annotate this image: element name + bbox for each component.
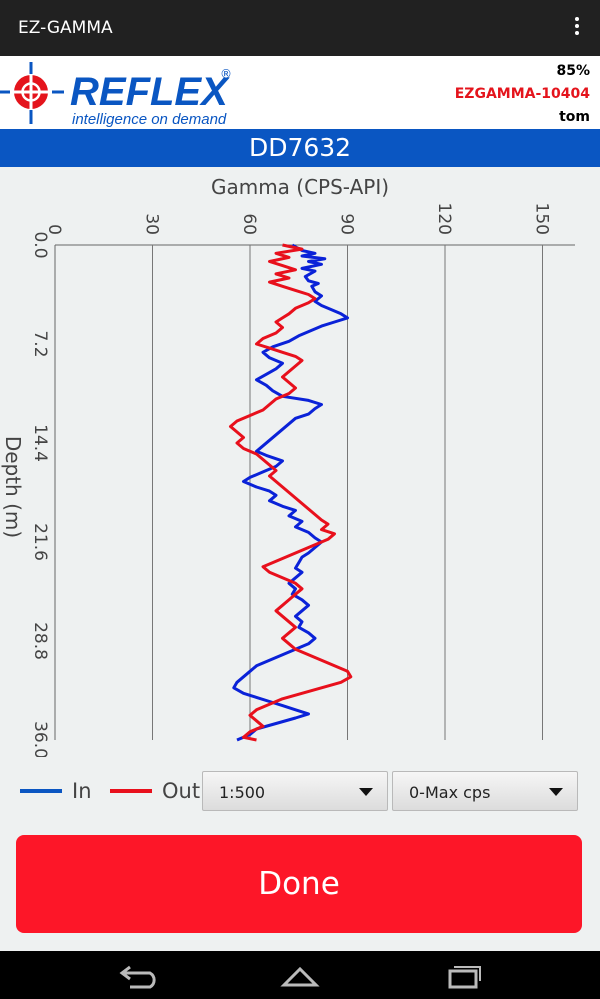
- action-bar: EZ-GAMMA: [0, 0, 600, 56]
- x-tick-label: 30: [142, 213, 162, 235]
- header: REFLEX ® intelligence on demand 85% EZGA…: [0, 56, 600, 129]
- brand-text: REFLEX: [70, 70, 230, 114]
- reflex-logo: REFLEX ® intelligence on demand: [0, 56, 232, 129]
- legend-in-swatch: [20, 789, 62, 793]
- done-button[interactable]: Done: [16, 835, 582, 933]
- legend-in-label: In: [72, 779, 92, 803]
- back-icon[interactable]: [108, 959, 168, 991]
- tagline-text: intelligence on demand: [72, 111, 227, 128]
- series-line-in: [232, 243, 349, 742]
- legend-out-label: Out: [162, 779, 201, 803]
- chart-grid: [54, 244, 575, 740]
- chart-ticks: 0 30 60 90 120 150 0.0 7.2 14.4 21.6 28.8 36.0: [30, 203, 552, 757]
- hole-id-bar: DD7632: [0, 129, 600, 167]
- scale-select-value: 1:500: [219, 783, 266, 802]
- overflow-menu-icon[interactable]: [572, 14, 582, 42]
- scale-select[interactable]: 1:500: [202, 771, 388, 811]
- recent-apps-icon[interactable]: [432, 959, 492, 991]
- chart-controls: In Out 1:500 0-Max cps: [0, 768, 600, 814]
- legend-out-swatch: [110, 789, 152, 793]
- user-name: tom: [559, 109, 590, 125]
- y-tick-label: 7.2: [30, 330, 50, 357]
- chevron-down-icon: [359, 788, 373, 796]
- chart-title: Gamma (CPS-API): [211, 175, 389, 199]
- range-select-value: 0-Max cps: [409, 783, 491, 802]
- chart-series: [229, 243, 353, 742]
- legend-in: In: [20, 768, 92, 814]
- battery-level: 85%: [556, 63, 590, 79]
- y-tick-label: 14.4: [30, 424, 50, 462]
- x-tick-label: 60: [239, 213, 259, 235]
- chevron-down-icon: [549, 788, 563, 796]
- series-line-out: [229, 243, 353, 742]
- y-tick-label: 0.0: [30, 231, 50, 258]
- gamma-chart: 0 30 60 90 120 150 0.0 7.2 14.4 21.6 28.8 36.0 Gamm…: [1, 175, 575, 757]
- device-id: EZGAMMA-10404: [454, 86, 590, 102]
- y-tick-label: 36.0: [30, 721, 50, 757]
- range-select[interactable]: 0-Max cps: [392, 771, 578, 811]
- y-tick-label: 21.6: [30, 523, 50, 561]
- legend-out: Out: [110, 768, 200, 814]
- y-tick-label: 28.8: [30, 622, 50, 660]
- x-tick-label: 150: [532, 203, 552, 235]
- x-tick-label: 90: [337, 213, 357, 235]
- system-nav-bar: [0, 951, 600, 999]
- home-icon[interactable]: [270, 959, 330, 991]
- x-tick-label: 0: [44, 224, 64, 235]
- x-tick-label: 120: [434, 203, 454, 235]
- app-title: EZ-GAMMA: [18, 18, 113, 38]
- y-axis-label: Depth (m): [1, 436, 25, 538]
- svg-text:®: ®: [220, 67, 232, 81]
